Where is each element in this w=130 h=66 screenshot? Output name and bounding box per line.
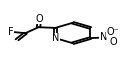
Text: N⁺: N⁺ — [100, 32, 112, 42]
Text: N: N — [52, 33, 59, 43]
Text: O: O — [109, 37, 117, 47]
Text: O⁻: O⁻ — [107, 27, 119, 37]
Text: O: O — [36, 14, 44, 24]
Text: F: F — [8, 27, 14, 37]
